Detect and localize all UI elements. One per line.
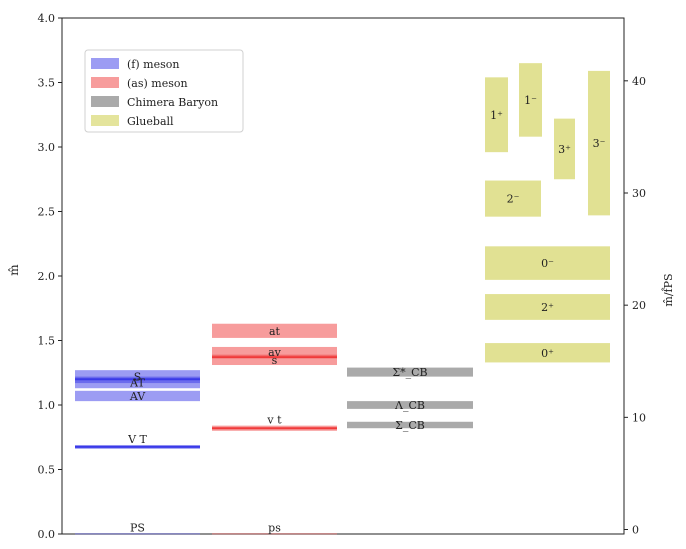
- band-2-0: [347, 421, 473, 429]
- y-axis-right: 0 10 20 30 40: [624, 75, 646, 537]
- y2-tick-label: 10: [632, 411, 646, 424]
- legend-swatch: [91, 77, 119, 88]
- band-label-3-4: 1⁺: [490, 109, 503, 122]
- band-2-1: [347, 401, 473, 409]
- band-label-1-0: ps: [268, 521, 281, 534]
- band-3-0: [485, 343, 610, 363]
- legend-frame: [84, 49, 244, 133]
- y-tick-label: 4.0: [38, 12, 56, 25]
- band-3-4: [485, 77, 508, 153]
- legend-swatch: [91, 96, 119, 107]
- band-label-1-2: s: [272, 354, 278, 367]
- y-tick-label: 2.5: [38, 206, 56, 219]
- y-tick-label: 2.0: [38, 270, 56, 283]
- band-label-2-2: Σ*_CB: [392, 366, 427, 379]
- band-label-3-0: 0⁺: [541, 347, 554, 360]
- y-tick-label: 1.5: [38, 335, 56, 348]
- y-axis-label: m̂: [7, 264, 21, 276]
- band-label-3-7: 3⁻: [593, 137, 606, 150]
- y2-tick-label: 40: [632, 75, 646, 88]
- band-3-3: [485, 180, 541, 217]
- y-tick-label: 3.0: [38, 141, 56, 154]
- band-label-3-1: 2⁺: [541, 301, 554, 314]
- band-label-2-1: Λ_CB: [394, 399, 425, 412]
- band-3-2: [485, 246, 610, 280]
- y2-tick-label: 0: [632, 524, 639, 537]
- band-label-3-5: 1⁻: [524, 94, 537, 107]
- y-axis-left: 0.0 0.5 1.0 1.5 2.0 2.5 3.0 3.5 4.0: [38, 12, 62, 541]
- y-tick-label: 3.5: [38, 77, 56, 90]
- band-label-1-4: at: [269, 325, 281, 338]
- band-label-3-6: 3⁺: [558, 143, 571, 156]
- legend-label: (f) meson: [127, 58, 179, 71]
- band-label-0-1: V T: [127, 433, 147, 446]
- legend-label: (as) meson: [127, 77, 188, 90]
- band-label-1-1: v t: [266, 414, 282, 427]
- band-3-1: [485, 294, 610, 320]
- band-label-3-2: 0⁻: [541, 257, 554, 270]
- band-1-4: [212, 323, 337, 338]
- legend-swatch: [91, 58, 119, 69]
- band-0-2: [75, 390, 200, 402]
- y-tick-label: 0.0: [38, 528, 56, 541]
- band-label-3-3: 2⁻: [507, 193, 520, 206]
- y2-axis-label: m̂/f̂PS: [662, 273, 675, 306]
- band-1-2: [212, 354, 337, 366]
- band-label-1-3: av: [268, 346, 282, 359]
- band-1-0: [212, 533, 337, 535]
- y2-tick-label: 30: [632, 187, 646, 200]
- band-label-0-4: S: [134, 371, 142, 384]
- band-label-0-3: AT: [129, 376, 145, 389]
- y-tick-label: 1.0: [38, 399, 56, 412]
- legend-swatch: [91, 115, 119, 126]
- bands-layer: [75, 63, 610, 535]
- band-2-2: [347, 367, 473, 377]
- legend-label: Chimera Baryon: [127, 96, 218, 109]
- band-label-0-2: AV: [129, 390, 146, 403]
- band-3-6: [554, 118, 575, 180]
- band-label-2-0: Σ_CB: [395, 419, 425, 432]
- band-3-5: [519, 63, 542, 137]
- legend-label: Glueball: [127, 115, 174, 128]
- y2-tick-label: 20: [632, 299, 646, 312]
- band-1-3: [212, 346, 337, 358]
- band-3-7: [588, 70, 610, 216]
- legend: (f) meson (as) meson Chimera Baryon Gluebal…: [84, 49, 244, 133]
- y-tick-label: 0.5: [38, 464, 56, 477]
- band-0-0: [75, 533, 200, 535]
- band-label-0-0: PS: [130, 521, 145, 534]
